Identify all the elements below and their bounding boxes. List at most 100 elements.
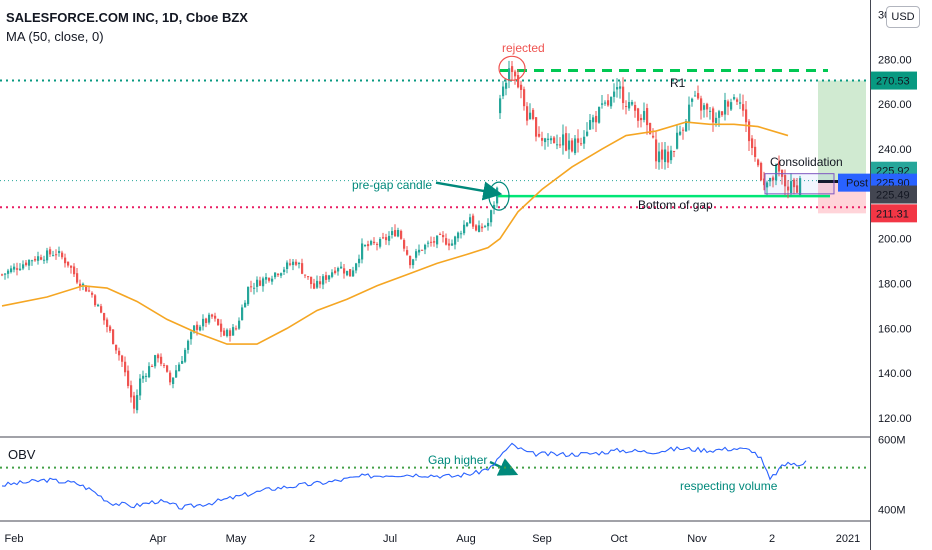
- candle: [412, 259, 415, 266]
- candle: [610, 96, 613, 107]
- candle: [409, 255, 412, 266]
- candle: [1, 274, 4, 276]
- candle: [154, 355, 157, 367]
- candle: [652, 135, 655, 138]
- candle: [286, 262, 289, 269]
- candle: [478, 225, 481, 232]
- obv-tick-label: 400M: [878, 505, 906, 517]
- candle: [526, 106, 529, 121]
- candle: [484, 225, 487, 227]
- candle: [145, 375, 148, 377]
- candle: [778, 161, 781, 172]
- candle: [400, 230, 403, 239]
- obv-tick-label: 600M: [878, 435, 906, 447]
- candle: [157, 354, 160, 359]
- candle: [322, 276, 325, 285]
- stop-mark-tag-bg: [871, 185, 917, 204]
- candle: [184, 349, 187, 362]
- candle: [46, 250, 49, 261]
- candle: [253, 287, 256, 289]
- candle: [757, 159, 760, 166]
- candle: [691, 98, 694, 102]
- candle: [697, 93, 700, 99]
- candle: [244, 302, 247, 308]
- candle: [547, 138, 550, 140]
- candle: [361, 243, 364, 260]
- candle: [160, 356, 163, 364]
- candlestick-series: [1, 60, 802, 414]
- candle: [313, 283, 316, 289]
- candle: [709, 110, 712, 112]
- candle: [319, 281, 322, 285]
- candle: [637, 108, 640, 121]
- rejected-label: rejected: [502, 41, 545, 55]
- post-pill-label: Post: [846, 178, 868, 190]
- candle: [187, 340, 190, 350]
- candle: [625, 106, 628, 108]
- candle: [457, 232, 460, 239]
- candle: [214, 315, 217, 319]
- candle: [367, 244, 370, 247]
- candle: [541, 137, 544, 141]
- candle: [370, 241, 373, 245]
- candle: [250, 286, 253, 288]
- candle: [439, 234, 442, 236]
- time-tick-label: Jul: [383, 533, 397, 545]
- candle: [661, 149, 664, 160]
- candle: [469, 217, 472, 224]
- candle: [544, 138, 547, 143]
- candle: [535, 117, 538, 137]
- candle: [664, 149, 667, 163]
- time-tick-label: Nov: [687, 533, 707, 545]
- candle: [715, 117, 718, 124]
- candle: [475, 225, 478, 231]
- pre-gap-label: pre-gap candle: [352, 178, 432, 192]
- candle: [358, 258, 361, 264]
- candle: [733, 97, 736, 100]
- candle: [337, 268, 340, 272]
- candle: [97, 304, 100, 307]
- currency-button[interactable]: USD: [886, 6, 920, 28]
- candle: [181, 361, 184, 364]
- candle: [451, 243, 454, 246]
- ma-indicator-label: MA (50, close, 0): [6, 29, 104, 44]
- candle: [115, 344, 118, 351]
- candle: [280, 273, 283, 276]
- candle: [430, 241, 433, 243]
- candle: [721, 111, 724, 116]
- candle: [382, 237, 385, 239]
- candle: [793, 179, 796, 188]
- candle: [103, 312, 106, 321]
- rejected-circle: [498, 55, 526, 81]
- candle: [202, 318, 205, 327]
- candle: [655, 139, 658, 162]
- candle: [196, 324, 199, 330]
- candle: [583, 136, 586, 144]
- candle: [73, 266, 76, 275]
- candle: [25, 262, 28, 266]
- candle: [40, 257, 43, 260]
- candle: [775, 164, 778, 181]
- candle: [76, 273, 79, 283]
- time-tick-label: Sep: [532, 533, 552, 545]
- candle: [256, 279, 259, 287]
- candle: [316, 280, 319, 288]
- candle: [130, 385, 133, 398]
- candle: [580, 143, 583, 145]
- candle: [424, 244, 427, 250]
- candle: [688, 104, 691, 123]
- candle: [694, 95, 697, 97]
- candle: [595, 115, 598, 123]
- candle: [796, 185, 799, 193]
- candle: [592, 117, 595, 123]
- candle: [505, 82, 508, 89]
- candle: [553, 137, 556, 144]
- candle: [52, 255, 55, 257]
- candle: [742, 104, 745, 111]
- candle: [31, 260, 34, 262]
- candle: [232, 327, 235, 336]
- time-tick-label: May: [226, 533, 247, 545]
- candle: [346, 270, 349, 276]
- candle: [109, 326, 112, 331]
